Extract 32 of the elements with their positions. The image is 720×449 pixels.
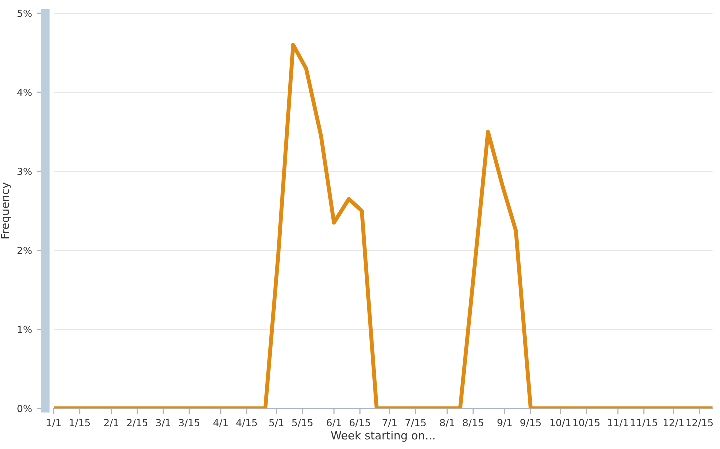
x-tick-label: 3/15 bbox=[179, 419, 200, 428]
x-tick-label: 5/1 bbox=[270, 419, 284, 428]
y-tick-label: 0% bbox=[18, 405, 32, 412]
y-tick-label: 1% bbox=[18, 326, 32, 334]
x-tick-label: 11/1 bbox=[608, 419, 628, 428]
x-tick-label: 4/15 bbox=[236, 419, 258, 428]
x-tick-label: 9/15 bbox=[520, 419, 541, 428]
y-tick-label: 4% bbox=[18, 88, 32, 96]
x-tick-label: 8/15 bbox=[463, 419, 484, 428]
x-tick-label: 1/1 bbox=[47, 419, 61, 428]
x-tick-label: 12/15 bbox=[686, 419, 713, 428]
y-tick-label: 5% bbox=[18, 10, 32, 18]
x-tick-label: 4/1 bbox=[214, 419, 228, 428]
x-tick-label: 7/1 bbox=[382, 419, 397, 428]
x-tick-label: 6/15 bbox=[350, 419, 370, 428]
y-tick-label: 2% bbox=[18, 247, 32, 254]
x-tick-label: 8/1 bbox=[440, 419, 454, 428]
x-tick-label: 10/15 bbox=[574, 419, 600, 428]
x-tick-label: 2/1 bbox=[104, 419, 118, 428]
x-tick-label: 7/15 bbox=[406, 419, 426, 428]
x-tick-label: 1/15 bbox=[70, 419, 90, 428]
x-tick-label: 10/1 bbox=[550, 419, 571, 428]
x-axis-title: Week starting on... bbox=[331, 431, 435, 442]
y-tick-label: 3% bbox=[18, 168, 32, 176]
x-tick-label: 2/15 bbox=[127, 419, 148, 428]
x-tick-label: 12/1 bbox=[664, 419, 684, 428]
x-tick-label: 9/1 bbox=[498, 419, 512, 428]
x-tick-label: 6/1 bbox=[327, 419, 342, 428]
y-axis-title: Frequency bbox=[1, 182, 12, 239]
x-tick-label: 11/15 bbox=[631, 419, 658, 428]
x-tick-label: 3/1 bbox=[156, 419, 170, 428]
x-tick-label: 5/15 bbox=[292, 419, 313, 428]
